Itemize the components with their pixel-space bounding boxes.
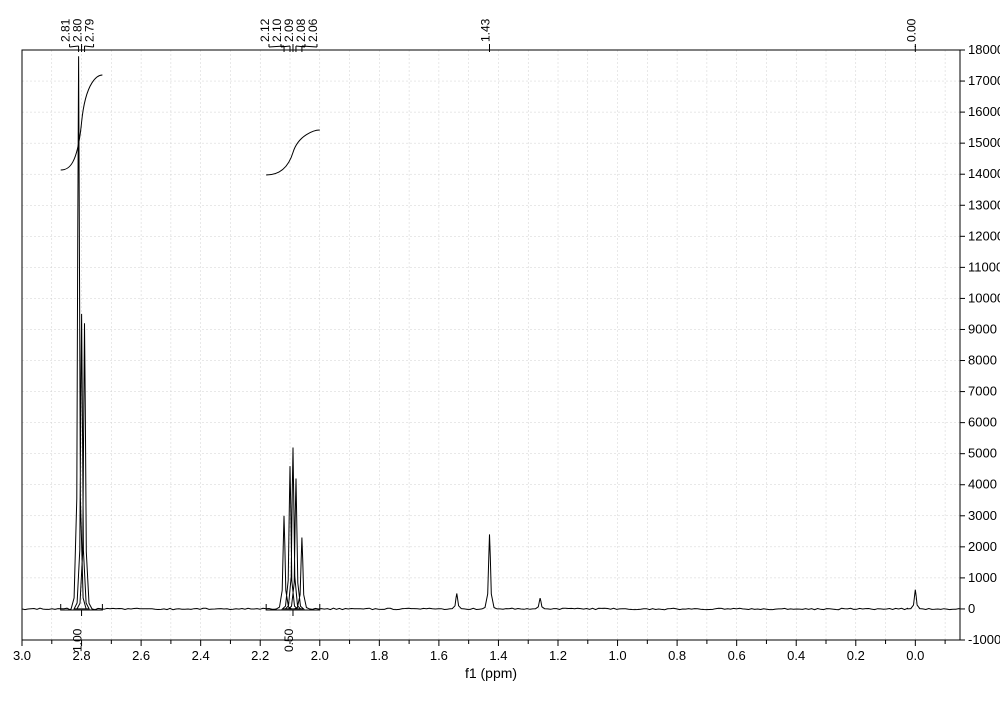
x-tick-label: 3.0 (13, 648, 31, 663)
y-tick-label: 3000 (968, 508, 997, 523)
y-tick-label: 18000 (968, 42, 1000, 57)
y-tick-label: 14000 (968, 166, 1000, 181)
peak-label: 2.79 (83, 18, 97, 42)
y-tick-label: 15000 (968, 135, 1000, 150)
y-tick-label: -1000 (968, 632, 1000, 647)
x-tick-label: 0.6 (728, 648, 746, 663)
integral-curve (266, 130, 320, 175)
y-tick-label: 13000 (968, 197, 1000, 212)
y-tick-label: 9000 (968, 321, 997, 336)
x-tick-label: 1.8 (370, 648, 388, 663)
integral-value: 0.50 (282, 628, 296, 652)
x-tick-label: 2.4 (192, 648, 210, 663)
peak-label: 1.43 (479, 18, 493, 42)
nmr-chart: 3.02.82.62.42.22.01.81.61.41.21.00.80.60… (0, 0, 1000, 702)
y-tick-label: 10000 (968, 290, 1000, 305)
x-tick-label: 0.8 (668, 648, 686, 663)
y-tick-label: 12000 (968, 228, 1000, 243)
spectrum-trace (22, 56, 960, 610)
y-tick-label: 7000 (968, 384, 997, 399)
y-tick-label: 8000 (968, 353, 997, 368)
y-tick-label: 16000 (968, 104, 1000, 119)
x-axis-label: f1 (ppm) (465, 665, 517, 681)
x-tick-label: 0.2 (847, 648, 865, 663)
x-tick-label: 1.4 (489, 648, 507, 663)
x-tick-label: 1.6 (430, 648, 448, 663)
y-tick-label: 11000 (968, 259, 1000, 274)
y-tick-label: 0 (968, 601, 975, 616)
y-tick-label: 1000 (968, 570, 997, 585)
peak-label: 0.00 (904, 18, 918, 42)
x-tick-label: 1.0 (609, 648, 627, 663)
y-tick-label: 4000 (968, 477, 997, 492)
peak-label: 2.06 (306, 18, 320, 42)
x-tick-label: 0.4 (787, 648, 805, 663)
x-tick-label: 2.2 (251, 648, 269, 663)
x-tick-label: 0.0 (906, 648, 924, 663)
y-tick-label: 17000 (968, 73, 1000, 88)
x-tick-label: 2.0 (311, 648, 329, 663)
x-tick-label: 1.2 (549, 648, 567, 663)
y-tick-label: 2000 (968, 539, 997, 554)
y-tick-label: 5000 (968, 446, 997, 461)
integral-value: 1.00 (71, 628, 85, 652)
y-tick-label: 6000 (968, 415, 997, 430)
x-tick-label: 2.6 (132, 648, 150, 663)
